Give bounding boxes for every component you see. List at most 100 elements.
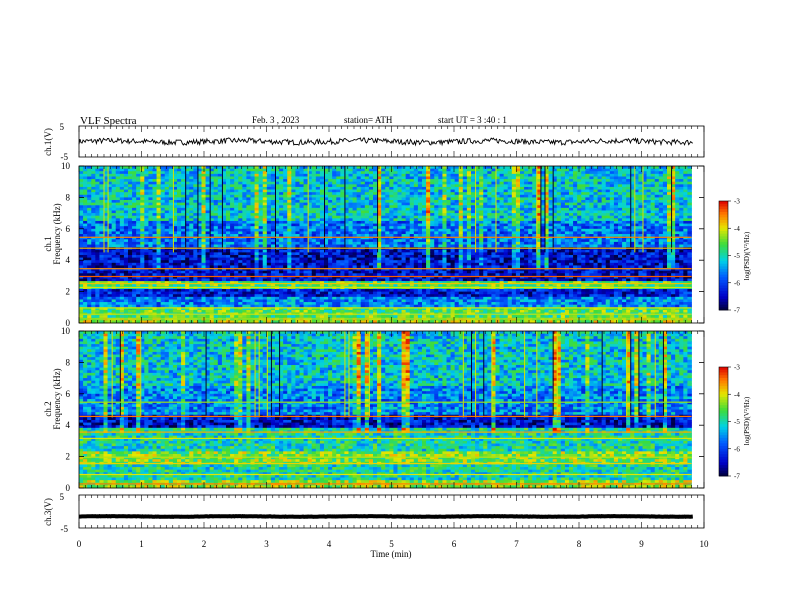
spectrogram-cell — [144, 241, 149, 245]
spectrogram-cell — [303, 268, 309, 272]
spectrogram-cell — [324, 320, 329, 324]
spectrogram-cell — [136, 278, 141, 282]
spectrogram-cell — [152, 236, 157, 240]
spectrogram-cell — [123, 299, 129, 303]
spectrogram-cell — [164, 234, 170, 238]
spectrogram-cell — [242, 210, 247, 214]
spectrogram-cell — [250, 231, 255, 235]
spectrogram-cell — [266, 309, 272, 313]
spectrogram-cell — [132, 236, 137, 240]
spectrogram-cell — [181, 244, 186, 248]
spectrogram-cell — [377, 291, 382, 295]
spectrogram-cell — [385, 173, 390, 177]
spectrogram-cell — [107, 268, 113, 272]
spectrogram-cell — [79, 176, 84, 180]
spectrogram-cell — [381, 299, 386, 303]
spectrogram-cell — [99, 260, 104, 264]
spectrogram-cell — [156, 296, 162, 300]
spectrogram-cell — [193, 215, 198, 219]
spectrogram-cell — [413, 210, 419, 214]
spectrogram-cell — [360, 215, 366, 219]
spectrogram-cell — [405, 166, 411, 170]
spectrogram-cell — [364, 200, 370, 204]
spectrogram-cell — [148, 166, 153, 170]
spectrogram-cell — [156, 239, 162, 243]
spectrogram-cell — [234, 226, 239, 230]
spectrogram-cell — [328, 179, 333, 183]
spectrogram-cell — [348, 166, 353, 170]
spectrogram-cell — [364, 173, 370, 177]
spectrogram-cell — [152, 270, 157, 274]
spectrogram-cell — [385, 179, 390, 183]
spectrogram-cell — [315, 171, 321, 175]
spectrogram-cell — [377, 234, 382, 238]
spectrogram-cell — [136, 254, 141, 258]
spectrogram-cell — [258, 268, 264, 272]
spectrogram-cell — [413, 249, 419, 253]
spectrogram-cell — [164, 309, 170, 313]
spectrogram-cell — [209, 168, 215, 172]
spectrogram-cell — [79, 226, 84, 230]
spectrogram-cell — [311, 320, 317, 324]
spectrogram-cell — [95, 192, 100, 196]
spectrogram-cell — [291, 194, 296, 198]
spectrogram-cell — [405, 226, 411, 230]
spectrogram-cell — [266, 226, 272, 230]
spectrogram-cell — [332, 179, 337, 183]
spectrogram-cell — [393, 173, 398, 177]
spectrogram-cell — [254, 176, 260, 180]
spectrogram-cell — [368, 294, 374, 298]
spectrogram-cell — [193, 231, 198, 235]
spectrogram-cell — [152, 179, 157, 183]
spectrogram-cell — [205, 257, 211, 261]
spectrogram-cell — [397, 228, 402, 232]
spectrogram-cell — [177, 205, 182, 209]
spectrogram-cell — [324, 241, 329, 245]
spectrogram-cell — [393, 260, 398, 264]
spectrogram-cell — [364, 299, 370, 303]
spectrogram-cell — [373, 189, 378, 193]
spectrogram-cell — [373, 168, 378, 172]
spectrogram-cell — [307, 184, 313, 188]
spectrogram-cell — [275, 181, 280, 185]
spectrogram-cell — [197, 173, 202, 177]
spectrogram-cell — [242, 184, 247, 188]
spectrogram-cell — [205, 207, 211, 211]
spectrogram-cell — [119, 270, 125, 274]
spectrogram-cell — [181, 179, 186, 183]
spectrogram-cell — [136, 262, 141, 266]
spectrogram-cell — [140, 189, 145, 193]
spectrogram-cell — [389, 186, 394, 190]
spectrogram-cell — [283, 168, 288, 172]
spectrogram-cell — [340, 304, 345, 308]
spectrogram-cell — [262, 202, 268, 206]
spectrogram-cell — [177, 241, 182, 245]
spectrogram-cell — [205, 241, 211, 245]
spectrogram-cell — [307, 168, 313, 172]
spectrogram-cell — [352, 228, 358, 232]
spectrogram-cell — [258, 265, 264, 269]
spectrogram-cell — [226, 205, 231, 209]
spectrogram-cell — [340, 192, 345, 196]
spectrogram-cell — [295, 194, 300, 198]
spectrogram-cell — [168, 173, 174, 177]
spectrogram-cell — [393, 244, 398, 248]
spectrogram-cell — [336, 181, 341, 185]
spectrogram-cell — [144, 299, 149, 303]
spectrogram-cell — [401, 215, 407, 219]
spectrogram-cell — [234, 207, 239, 211]
spectrogram-cell — [283, 260, 288, 264]
spectrogram-cell — [172, 294, 178, 298]
spectrogram-cell — [262, 257, 268, 261]
spectrogram-cell — [226, 236, 231, 240]
spectrogram-cell — [303, 226, 309, 230]
spectrogram-cell — [258, 257, 264, 261]
spectrogram-cell — [270, 257, 276, 261]
spectrogram-cell — [352, 200, 358, 204]
spectrogram-cell — [250, 320, 255, 324]
spectrogram-cell — [115, 186, 121, 190]
spectrogram-cell — [409, 181, 415, 185]
spectrogram-cell — [364, 257, 370, 261]
spectrogram-cell — [144, 173, 149, 177]
spectrogram-cell — [107, 189, 113, 193]
